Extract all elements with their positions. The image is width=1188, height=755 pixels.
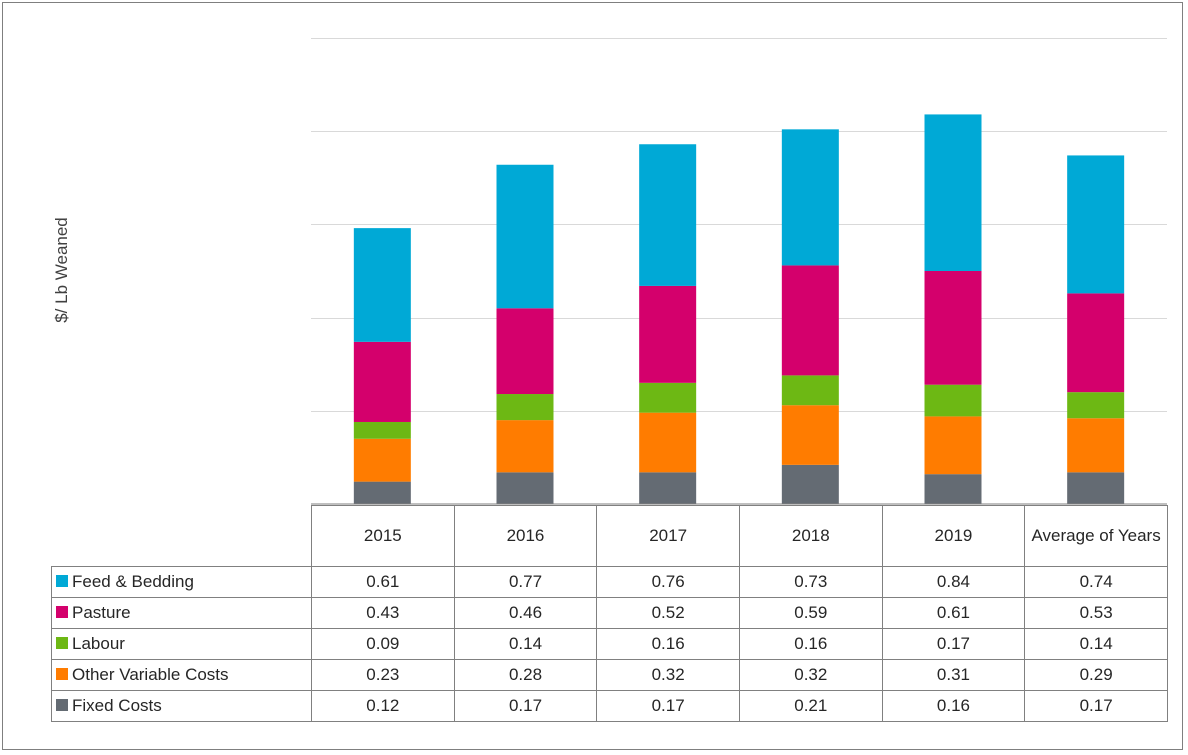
table-header-row: 2015 2016 2017 2018 2019 Average of Years [51,505,1168,567]
bar-segment-feed-bedding [353,228,411,342]
bar-segment-feed-bedding [924,114,982,271]
data-label: 0.16 [881,690,1026,722]
legend-entry: Feed & Bedding [51,566,312,598]
legend-label: Pasture [72,603,131,622]
bar-segment-other-variable-costs [639,412,697,473]
legend-swatch-icon [56,668,68,680]
bar-segment-fixed-costs [781,464,839,504]
bar-segment-fixed-costs [1067,472,1125,504]
category-tick-label: 2018 [738,505,883,567]
data-label: 0.84 [881,566,1026,598]
bar-segment-pasture [781,265,839,376]
bar-segment-pasture [639,285,697,383]
data-label: 0.61 [311,566,455,598]
legend-entry: Other Variable Costs [51,659,312,691]
bar-segment-other-variable-costs [496,420,554,473]
bar-segment-fixed-costs [496,472,554,504]
bar-segment-other-variable-costs [924,416,982,475]
data-label: 0.16 [738,628,883,660]
bar-segment-labour [496,394,554,421]
data-label: 0.14 [1024,628,1168,660]
legend-entry: Fixed Costs [51,690,312,722]
bar-segment-labour [1067,392,1125,419]
bar-segment-fixed-costs [639,472,697,504]
bar-segment-other-variable-costs [1067,418,1125,473]
stacked-bar-chart [311,38,1167,505]
bar-segment-pasture [1067,293,1125,393]
data-label: 0.17 [453,690,598,722]
category-tick-label: 2015 [311,505,455,567]
data-label: 0.28 [453,659,598,691]
data-label: 0.46 [453,597,598,629]
bar-segment-other-variable-costs [353,438,411,482]
category-tick-label: 2017 [596,505,740,567]
bar-segment-labour [924,384,982,417]
data-label: 0.17 [596,690,740,722]
legend-label: Other Variable Costs [72,665,229,684]
bar-segment-fixed-costs [353,481,411,504]
data-label: 0.76 [596,566,740,598]
data-label: 0.77 [453,566,598,598]
legend-entry: Labour [51,628,312,660]
table-row: Pasture 0.43 0.46 0.52 0.59 0.61 0.53 [51,597,1168,629]
data-label: 0.17 [881,628,1026,660]
category-tick-label: 2019 [881,505,1026,567]
bar-segment-feed-bedding [781,129,839,266]
bar-segment-labour [639,382,697,413]
bar-segment-feed-bedding [639,144,697,286]
table-corner-cell [51,505,312,567]
data-label: 0.31 [881,659,1026,691]
bar-segment-labour [353,421,411,439]
table-row: Labour 0.09 0.14 0.16 0.16 0.17 0.14 [51,628,1168,660]
data-label: 0.12 [311,690,455,722]
data-label: 0.09 [311,628,455,660]
data-label: 0.32 [596,659,740,691]
data-label: 0.43 [311,597,455,629]
data-label: 0.29 [1024,659,1168,691]
table-row: Feed & Bedding 0.61 0.77 0.76 0.73 0.84 0.74 [51,566,1168,598]
bar-segment-feed-bedding [496,164,554,309]
data-label: 0.61 [881,597,1026,629]
data-label: 0.52 [596,597,740,629]
table-row: Other Variable Costs 0.23 0.28 0.32 0.32 0.31… [51,659,1168,691]
legend-swatch-icon [56,575,68,587]
data-label: 0.74 [1024,566,1168,598]
legend-swatch-icon [56,637,68,649]
data-label: 0.16 [596,628,740,660]
category-tick-label: 2016 [453,505,598,567]
data-label: 0.59 [738,597,883,629]
legend-swatch-icon [56,699,68,711]
data-label: 0.23 [311,659,455,691]
bar-segment-other-variable-costs [781,405,839,465]
legend-label: Labour [72,634,125,653]
bar-segment-pasture [924,271,982,385]
bar-segment-feed-bedding [1067,155,1125,294]
legend-label: Fixed Costs [72,696,162,715]
data-label: 0.53 [1024,597,1168,629]
data-label: 0.32 [738,659,883,691]
table-row: Fixed Costs 0.12 0.17 0.17 0.21 0.16 0.17 [51,690,1168,722]
legend-entry: Pasture [51,597,312,629]
legend-label: Feed & Bedding [72,572,194,591]
data-table: 2015 2016 2017 2018 2019 Average of Years Feed… [51,505,1168,722]
legend-swatch-icon [56,606,68,618]
bar-segment-pasture [496,308,554,395]
category-tick-label: Average of Years [1024,505,1168,567]
data-label: 0.21 [738,690,883,722]
bar-segment-labour [781,375,839,406]
bar-segment-pasture [353,341,411,422]
data-label: 0.73 [738,566,883,598]
bar-segment-fixed-costs [924,474,982,504]
data-label: 0.14 [453,628,598,660]
data-label: 0.17 [1024,690,1168,722]
